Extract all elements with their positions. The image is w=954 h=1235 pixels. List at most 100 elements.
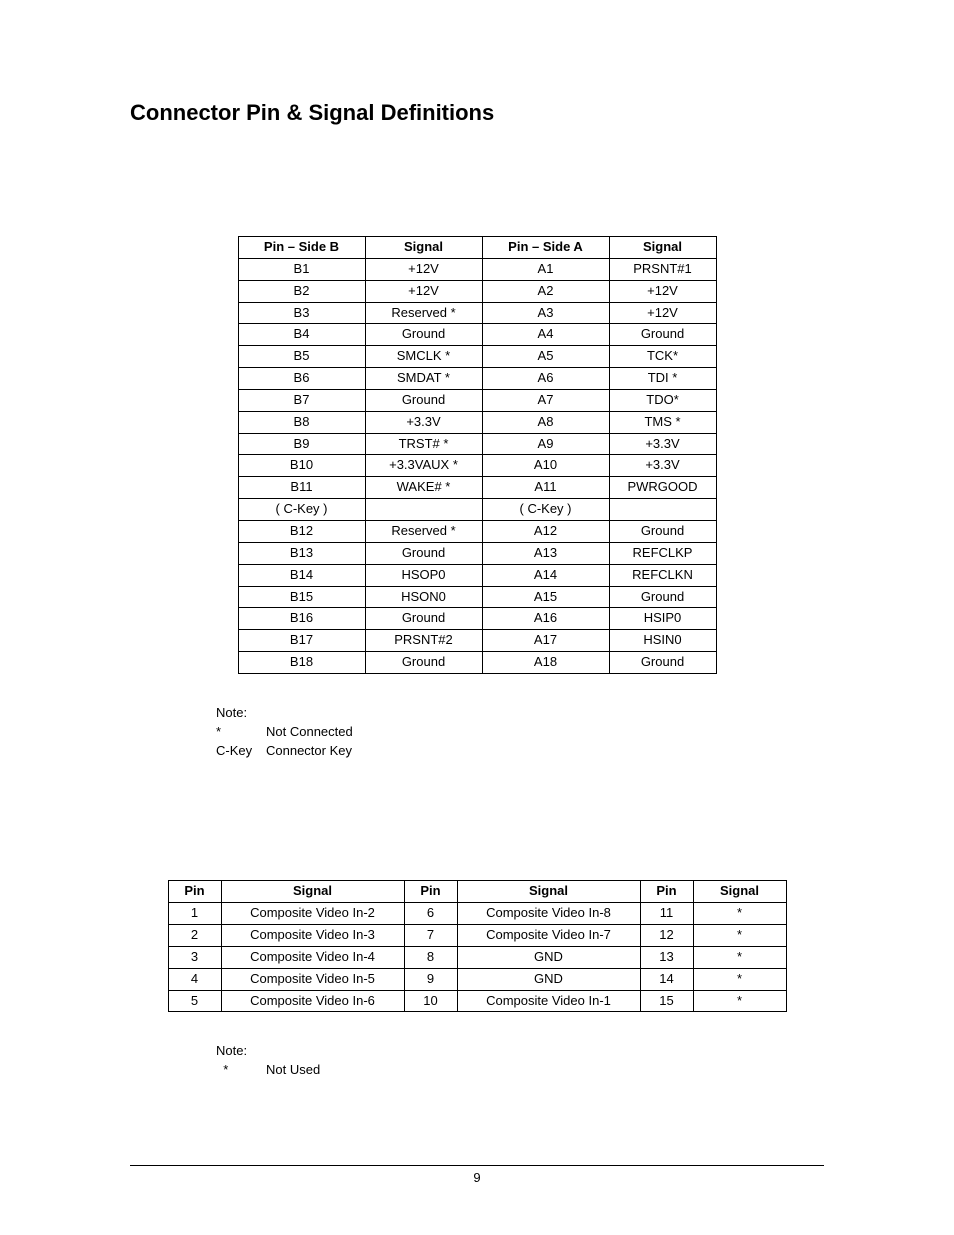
table-cell: ( C-Key ) [482, 499, 609, 521]
table-cell: B5 [238, 346, 365, 368]
table-cell: REFCLKN [609, 564, 716, 586]
table-row: B13GroundA13REFCLKP [238, 542, 716, 564]
table-cell: PWRGOOD [609, 477, 716, 499]
table-cell: +3.3V [609, 455, 716, 477]
table-row: B16GroundA16HSIP0 [238, 608, 716, 630]
note-title: Note: [216, 1042, 824, 1061]
note-line: * Not Used [216, 1061, 824, 1080]
col-header: Pin – Side B [238, 237, 365, 259]
table-cell: +3.3VAUX * [365, 455, 482, 477]
table-cell: B16 [238, 608, 365, 630]
table-1-wrapper: Pin – Side B Signal Pin – Side A Signal … [130, 236, 824, 674]
table-cell: Composite Video In-5 [221, 968, 404, 990]
col-header: Signal [457, 881, 640, 903]
table-cell: B6 [238, 368, 365, 390]
table-cell: PRSNT#2 [365, 630, 482, 652]
table-cell: B1 [238, 258, 365, 280]
note-val: Not Used [266, 1061, 320, 1080]
note-key: C-Key [216, 742, 266, 761]
table-cell: Ground [365, 324, 482, 346]
table-cell: TDI * [609, 368, 716, 390]
table-row: B18GroundA18Ground [238, 652, 716, 674]
note-2: Note: * Not Used [216, 1042, 824, 1080]
table-row: B3Reserved *A3+12V [238, 302, 716, 324]
note-line: * Not Connected [216, 723, 824, 742]
table-cell: A10 [482, 455, 609, 477]
table-cell: HSOP0 [365, 564, 482, 586]
table-2-wrapper: Pin Signal Pin Signal Pin Signal 1Compos… [130, 880, 824, 1012]
table-row: B9TRST# *A9+3.3V [238, 433, 716, 455]
table-row: B8+3.3VA8TMS * [238, 411, 716, 433]
table-cell: Reserved * [365, 520, 482, 542]
table-cell: HSIN0 [609, 630, 716, 652]
table-cell: A14 [482, 564, 609, 586]
table-cell: * [693, 968, 786, 990]
col-header: Signal [609, 237, 716, 259]
table-cell: A3 [482, 302, 609, 324]
table-cell: * [693, 946, 786, 968]
note-1: Note: * Not Connected C-Key Connector Ke… [216, 704, 824, 761]
table-cell: TCK* [609, 346, 716, 368]
table-cell: TRST# * [365, 433, 482, 455]
table-cell: B10 [238, 455, 365, 477]
table-cell: B17 [238, 630, 365, 652]
table-header-row: Pin Signal Pin Signal Pin Signal [168, 881, 786, 903]
table-cell: B3 [238, 302, 365, 324]
table-cell: 6 [404, 903, 457, 925]
table-row: 1Composite Video In-26Composite Video In… [168, 903, 786, 925]
note-val: Connector Key [266, 742, 352, 761]
table-cell: Ground [609, 324, 716, 346]
table-cell: A5 [482, 346, 609, 368]
note-key: * [216, 1061, 266, 1080]
table-cell: Composite Video In-1 [457, 990, 640, 1012]
table-cell: A8 [482, 411, 609, 433]
table-cell: * [693, 925, 786, 947]
table-cell: A17 [482, 630, 609, 652]
table-cell: TDO* [609, 389, 716, 411]
col-header: Signal [365, 237, 482, 259]
table-row: ( C-Key )( C-Key ) [238, 499, 716, 521]
table-cell: GND [457, 946, 640, 968]
note-val: Not Connected [266, 723, 353, 742]
page-number: 9 [473, 1170, 480, 1185]
table-cell: A11 [482, 477, 609, 499]
table-row: B14HSOP0A14REFCLKN [238, 564, 716, 586]
table-cell: SMCLK * [365, 346, 482, 368]
table-row: B17PRSNT#2A17HSIN0 [238, 630, 716, 652]
table-cell: A7 [482, 389, 609, 411]
page-title: Connector Pin & Signal Definitions [130, 100, 824, 126]
table-row: 5Composite Video In-610Composite Video I… [168, 990, 786, 1012]
table-cell: Composite Video In-6 [221, 990, 404, 1012]
table-cell: A12 [482, 520, 609, 542]
table-cell: B15 [238, 586, 365, 608]
table-cell: Ground [365, 542, 482, 564]
table-cell: HSON0 [365, 586, 482, 608]
table-cell: B18 [238, 652, 365, 674]
table-row: B7GroundA7TDO* [238, 389, 716, 411]
table-cell: SMDAT * [365, 368, 482, 390]
table-cell: A1 [482, 258, 609, 280]
table-cell: Ground [365, 608, 482, 630]
table-cell: A9 [482, 433, 609, 455]
table-cell: Ground [609, 586, 716, 608]
table-cell: TMS * [609, 411, 716, 433]
table-cell: B11 [238, 477, 365, 499]
table-cell: +12V [365, 258, 482, 280]
table-cell: REFCLKP [609, 542, 716, 564]
table-cell: Ground [365, 652, 482, 674]
note-title: Note: [216, 704, 824, 723]
note-key: * [216, 723, 266, 742]
table-cell: A18 [482, 652, 609, 674]
table-cell: Composite Video In-2 [221, 903, 404, 925]
table-cell: Composite Video In-4 [221, 946, 404, 968]
table-row: 4Composite Video In-59GND14* [168, 968, 786, 990]
table-cell: B12 [238, 520, 365, 542]
table-cell: Composite Video In-3 [221, 925, 404, 947]
table-cell: 13 [640, 946, 693, 968]
table-row: B12Reserved *A12Ground [238, 520, 716, 542]
table-cell: 12 [640, 925, 693, 947]
table-cell: A15 [482, 586, 609, 608]
table-row: B2+12VA2+12V [238, 280, 716, 302]
table-cell: WAKE# * [365, 477, 482, 499]
table-cell: A4 [482, 324, 609, 346]
